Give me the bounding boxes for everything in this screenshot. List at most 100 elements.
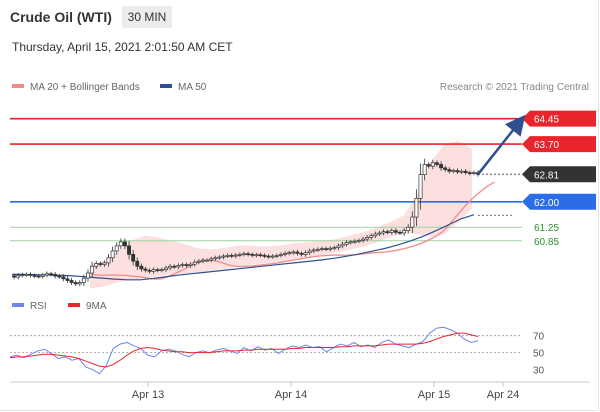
candle-body	[196, 260, 201, 263]
candle-body	[402, 230, 407, 234]
candle-body	[406, 226, 411, 231]
candle-body	[311, 249, 316, 252]
candle-body	[328, 247, 333, 250]
timestamp: Thursday, April 15, 2021 2:01:50 AM CET	[12, 40, 233, 54]
candle-body	[254, 254, 259, 257]
ma20-line	[92, 181, 495, 280]
candle-body	[24, 274, 29, 276]
candle-body	[44, 273, 49, 276]
legend-rsi: RSI	[12, 301, 47, 313]
level-label: 60.85	[534, 237, 559, 248]
instrument-title: Crude Oil (WTI)	[10, 9, 112, 25]
candle-body	[340, 243, 345, 247]
rsi-tick-label: 70	[533, 332, 545, 343]
candle-body	[410, 216, 415, 228]
candle-body	[426, 164, 431, 167]
candle-body	[418, 174, 423, 199]
level-label: 62.00	[534, 198, 559, 209]
legend-label: MA 50	[178, 82, 207, 93]
candle-body	[225, 255, 230, 257]
candle-body	[159, 269, 164, 271]
candle-body	[131, 254, 136, 262]
candle-body	[332, 247, 337, 249]
candle-body	[439, 164, 444, 169]
candle-body	[398, 231, 402, 234]
candle-body	[361, 238, 366, 241]
candle-body	[122, 241, 127, 247]
candle-body	[151, 269, 156, 272]
candle-body	[471, 172, 476, 174]
candles	[12, 158, 480, 287]
candle-body	[205, 259, 210, 262]
candle-body	[348, 241, 353, 244]
legend-swatch	[160, 84, 172, 89]
candle-body	[90, 265, 95, 274]
legend-ma50: MA 50	[160, 82, 206, 94]
candle-body	[393, 230, 398, 233]
candle-body	[352, 240, 357, 243]
candle-body	[102, 262, 107, 265]
candle-body	[283, 253, 288, 255]
candle-body	[270, 255, 275, 258]
candle-body	[16, 275, 21, 278]
rsi-tick-label: 30	[533, 366, 545, 377]
candle-body	[295, 251, 300, 254]
candle-body	[106, 257, 111, 264]
candle-body	[61, 276, 66, 280]
candle-body	[250, 254, 255, 256]
candle-body	[369, 235, 374, 238]
candle-body	[94, 263, 99, 267]
candle-body	[381, 231, 386, 234]
candle-body	[40, 274, 45, 277]
candle-body	[143, 268, 148, 271]
candle-body	[229, 255, 234, 257]
candle-body	[385, 231, 390, 233]
candle-body	[65, 278, 70, 281]
candle-body	[12, 275, 17, 278]
candle-body	[184, 264, 189, 266]
timeframe-button[interactable]: 30 MIN	[122, 6, 172, 28]
candle-body	[344, 242, 349, 245]
rsi-tick-label: 50	[533, 349, 545, 360]
candle-body	[242, 253, 246, 256]
candle-body	[139, 265, 144, 270]
legend-swatch	[12, 303, 24, 308]
candle-body	[135, 260, 140, 267]
candle-body	[365, 237, 370, 240]
candle-body	[110, 250, 115, 259]
candle-body	[266, 255, 271, 258]
x-tick-label: Apr 24	[487, 389, 519, 401]
candle-body	[188, 263, 193, 266]
candle-body	[324, 248, 329, 250]
legend-swatch	[12, 84, 24, 89]
candle-body	[180, 264, 185, 266]
candle-body	[36, 275, 41, 278]
x-tick-label: Apr 13	[132, 389, 164, 401]
level-tag	[522, 193, 596, 210]
x-tick-label: Apr 15	[418, 389, 450, 401]
candle-body	[443, 167, 448, 170]
credit-text: Research © 2021 Trading Central	[439, 82, 589, 93]
candle-body	[414, 198, 419, 218]
candle-body	[200, 259, 205, 262]
legend-label: RSI	[30, 301, 47, 312]
candle-body	[291, 251, 296, 254]
rsi-9ma-line	[9, 332, 479, 368]
candle-body	[147, 269, 152, 272]
candle-body	[299, 253, 304, 255]
candle-body	[114, 245, 119, 252]
candle-body	[73, 282, 78, 285]
candle-body	[258, 254, 263, 257]
level-tag	[522, 110, 596, 127]
candle-body	[98, 263, 103, 265]
candle-body	[57, 275, 62, 278]
candle-body	[467, 172, 472, 174]
legend-ma20-bollinger: MA 20 + Bollinger Bands	[12, 82, 140, 94]
candle-body	[336, 245, 341, 248]
candle-body	[274, 255, 279, 257]
candle-body	[118, 241, 123, 247]
candle-body	[32, 275, 37, 277]
candle-body	[168, 265, 173, 269]
